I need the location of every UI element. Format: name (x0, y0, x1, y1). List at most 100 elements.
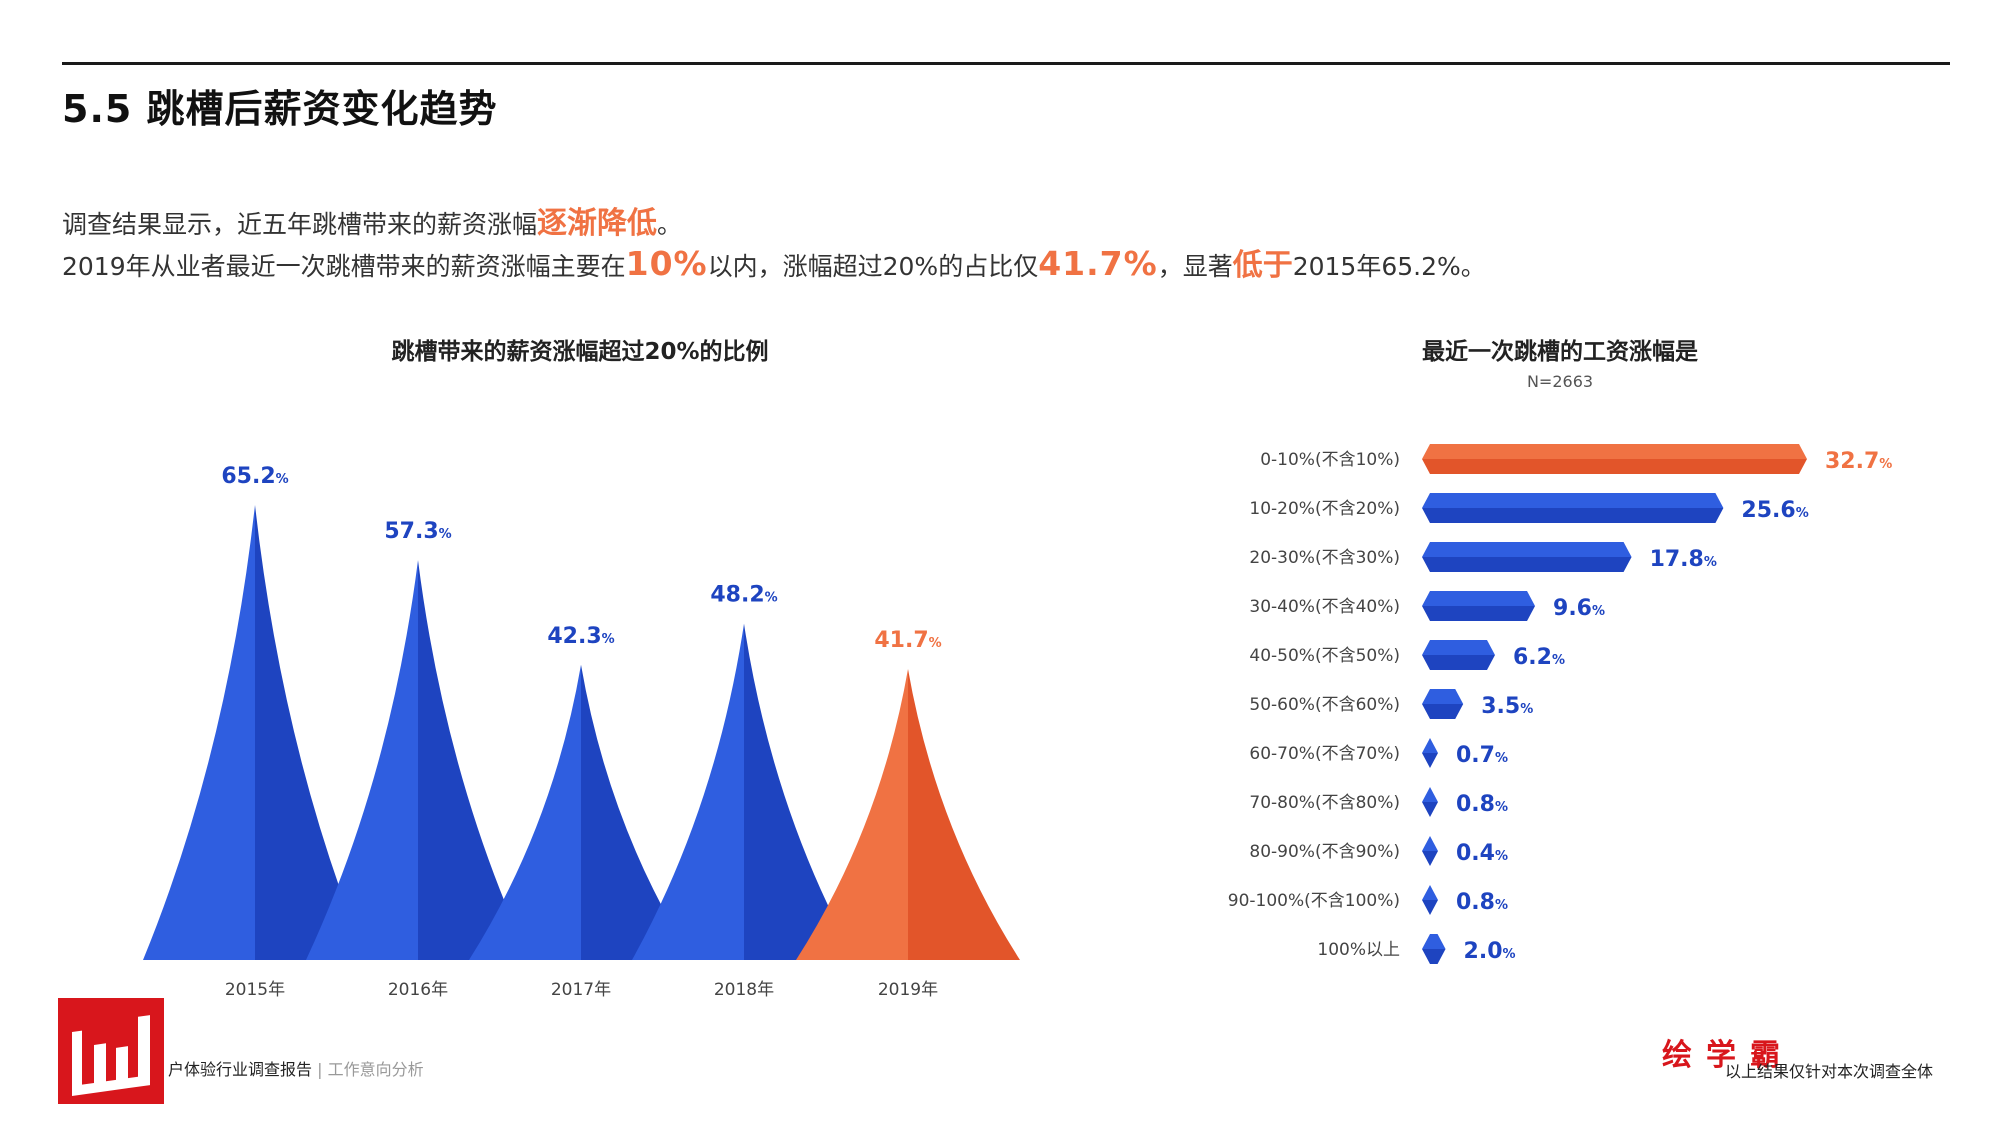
hbar-value-label: 32.7% (1825, 449, 1892, 474)
hbar-top-face (1422, 640, 1495, 655)
hbar (1422, 542, 1632, 572)
hbar-top-face (1422, 738, 1438, 753)
summary-highlight: 41.7% (1038, 244, 1158, 283)
spike-bar-left-face (632, 623, 744, 960)
hbar-bottom-face (1422, 704, 1464, 719)
sample-size-label: N=2663 (1526, 372, 1594, 391)
hbar (1422, 787, 1438, 817)
spike-bar-right-face (418, 560, 530, 960)
summary-highlight: 10% (625, 244, 708, 283)
spike-value-label: 42.3% (547, 624, 614, 649)
hbar-top-face (1422, 493, 1724, 508)
hbar (1422, 444, 1807, 474)
spike-bar-right-face (908, 668, 1020, 960)
spike-category-label: 2016年 (388, 980, 448, 1000)
hbar-bottom-face (1422, 508, 1724, 523)
hbar-value-label: 3.5% (1481, 694, 1533, 719)
footer-main: 户体验行业调查报告 (168, 1060, 313, 1079)
spike-bar (306, 560, 530, 960)
summary-text: 调查结果显示，近五年跳槽带来的薪资涨幅 (62, 210, 538, 239)
logo-w-icon (72, 1015, 150, 1097)
hbar-category-label: 80-90%(不含90%) (1249, 842, 1400, 862)
summary-line-1: 调查结果显示，近五年跳槽带来的薪资涨幅逐渐降低。 (62, 198, 682, 242)
hbar-top-face (1422, 591, 1536, 606)
hbar-top-face (1422, 934, 1446, 949)
hbar-category-label: 50-60%(不含60%) (1249, 695, 1400, 715)
hbar (1422, 885, 1438, 915)
spike-bar-left-face (306, 560, 418, 960)
hbar-bottom-face (1422, 802, 1438, 817)
spike-bar (143, 505, 367, 960)
spike-value-label: 41.7% (874, 628, 941, 653)
summary-text: 2019年从业者最近一次跳槽带来的薪资涨幅主要在 (62, 252, 626, 281)
hbar (1422, 689, 1464, 719)
summary-highlight: 低于 (1232, 248, 1293, 283)
hbar-value-label: 0.8% (1456, 792, 1508, 817)
footer-report-name: 户体验行业调查报告 | 工作意向分析 (168, 1056, 424, 1080)
hbar (1422, 493, 1724, 523)
spike-bar-right-face (581, 664, 693, 960)
summary-text: 以内，涨幅超过20%的占比仅 (707, 252, 1039, 281)
left-chart-title: 跳槽带来的薪资涨幅超过20%的比例 (391, 339, 769, 365)
spike-bar-left-face (796, 668, 908, 960)
summary-text: ，显著 (1157, 252, 1233, 281)
brand-logo-text: 绘学霸 (1662, 1038, 1794, 1073)
summary-text: 。 (657, 210, 683, 239)
hbar-value-label: 25.6% (1741, 498, 1808, 523)
hbar-category-label: 40-50%(不含50%) (1249, 646, 1400, 666)
hbar-category-label: 60-70%(不含70%) (1249, 744, 1400, 764)
hbar-value-label: 0.8% (1456, 890, 1508, 915)
hbar-value-label: 9.6% (1553, 596, 1605, 621)
top-rule (62, 62, 1950, 65)
hbar-category-label: 30-40%(不含40%) (1249, 597, 1400, 617)
hbar-top-face (1422, 836, 1438, 851)
hbar-bottom-face (1422, 949, 1446, 964)
spike-value-label: 65.2% (221, 464, 288, 489)
hbar-value-label: 6.2% (1513, 645, 1565, 670)
hbar (1422, 738, 1438, 768)
spike-category-label: 2019年 (878, 980, 938, 1000)
hbar-bottom-face (1422, 851, 1438, 866)
hbar-value-label: 2.0% (1464, 939, 1516, 964)
footer-section: 工作意向分析 (327, 1060, 424, 1079)
spike-value-label: 48.2% (710, 583, 777, 608)
hbar (1422, 934, 1446, 964)
summary-highlight: 逐渐降低 (537, 206, 658, 241)
hbar-bottom-face (1422, 459, 1807, 474)
spike-bar-left-face (143, 505, 255, 960)
hbar-category-label: 100%以上 (1317, 940, 1400, 960)
hbar-category-label: 0-10%(不含10%) (1260, 450, 1400, 470)
hbar (1422, 836, 1438, 866)
hbar-top-face (1422, 444, 1807, 459)
spike-bar-right-face (255, 505, 367, 960)
hbar-top-face (1422, 885, 1438, 900)
spike-bar (632, 623, 856, 960)
hbar-bottom-face (1422, 655, 1495, 670)
spike-bar-right-face (744, 623, 856, 960)
spike-value-label: 57.3% (384, 519, 451, 544)
spike-bar (796, 668, 1020, 960)
hbar-top-face (1422, 787, 1438, 802)
hbar-category-label: 20-30%(不含30%) (1249, 548, 1400, 568)
hbar-bottom-face (1422, 606, 1536, 621)
footer-note: 以上结果仅针对本次调查全体 (1725, 1062, 1934, 1081)
footer-separator: | (312, 1060, 328, 1079)
hbar-value-label: 17.8% (1650, 547, 1717, 572)
hbar-bottom-face (1422, 557, 1632, 572)
spike-bar-left-face (469, 664, 581, 960)
hbar-category-label: 90-100%(不含100%) (1228, 891, 1400, 911)
hbar-category-label: 70-80%(不含80%) (1249, 793, 1400, 813)
spike-bar (469, 664, 693, 960)
spike-category-label: 2015年 (225, 980, 285, 1000)
hbar-value-label: 0.7% (1456, 743, 1508, 768)
spike-category-label: 2017年 (551, 980, 611, 1000)
hbar-bottom-face (1422, 753, 1438, 768)
hbar-top-face (1422, 689, 1464, 704)
spike-category-label: 2018年 (714, 980, 774, 1000)
summary-text: 2015年65.2%。 (1292, 252, 1486, 281)
hbar-bottom-face (1422, 900, 1438, 915)
hbar-value-label: 0.4% (1456, 841, 1508, 866)
right-chart-title: 最近一次跳槽的工资涨幅是 (1422, 339, 1698, 365)
logo (58, 998, 164, 1104)
